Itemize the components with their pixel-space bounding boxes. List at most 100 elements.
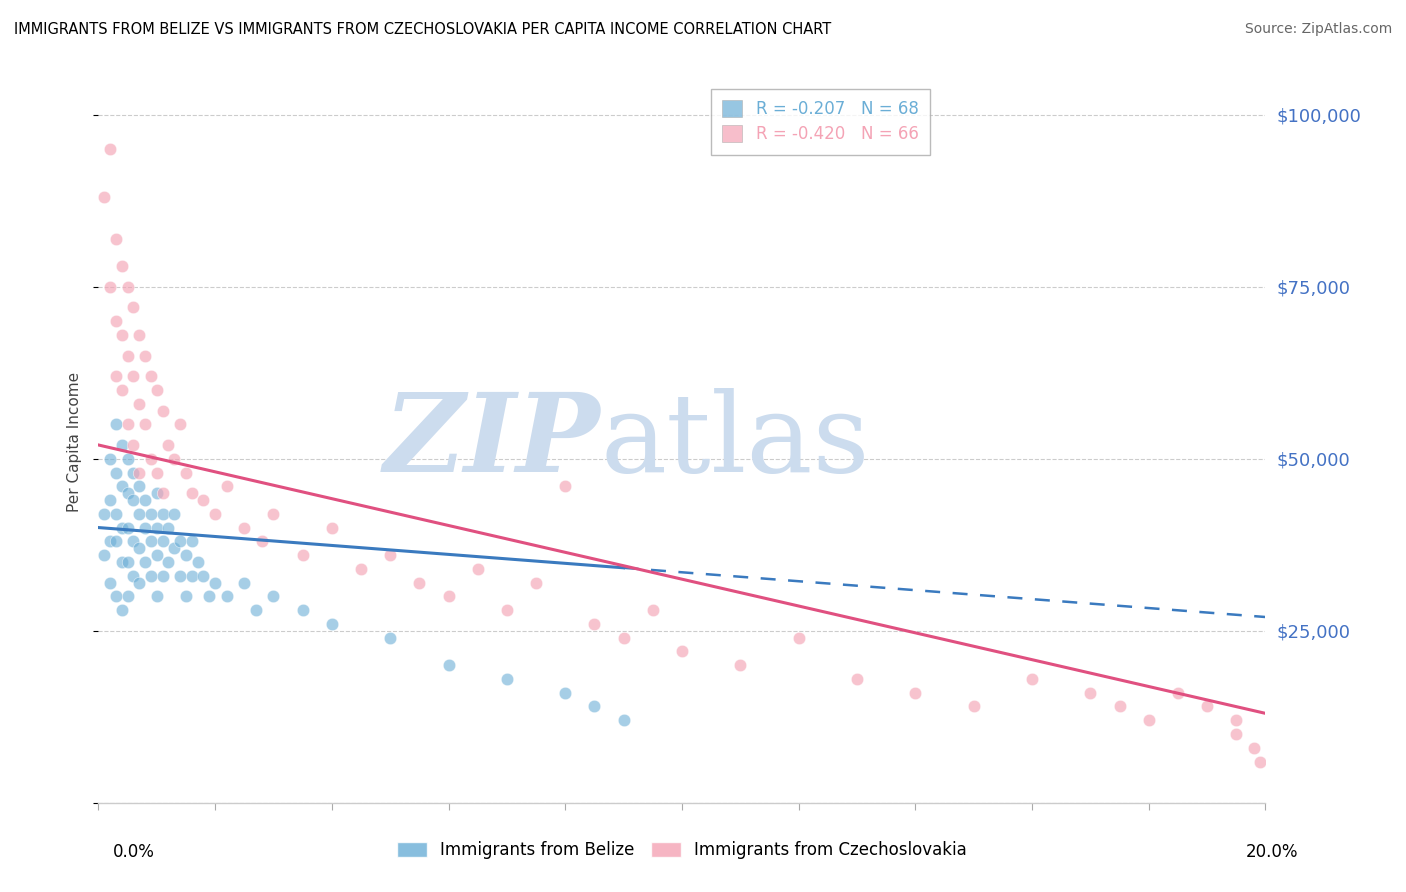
- Point: [117, 417, 139, 432]
- Point: [1243, 740, 1265, 755]
- Point: [117, 486, 139, 500]
- Point: [1137, 713, 1160, 727]
- Point: [139, 507, 162, 521]
- Point: [291, 548, 314, 562]
- Point: [111, 383, 134, 397]
- Point: [193, 568, 215, 582]
- Point: [380, 631, 402, 645]
- Text: 0.0%: 0.0%: [112, 843, 155, 861]
- Point: [204, 507, 226, 521]
- Point: [122, 534, 145, 549]
- Point: [496, 603, 519, 617]
- Point: [146, 548, 169, 562]
- Point: [146, 383, 169, 397]
- Point: [321, 616, 343, 631]
- Point: [846, 672, 869, 686]
- Point: [111, 555, 134, 569]
- Point: [169, 568, 191, 582]
- Point: [262, 590, 284, 604]
- Point: [111, 438, 134, 452]
- Text: ZIP: ZIP: [384, 388, 600, 495]
- Point: [104, 590, 127, 604]
- Point: [122, 568, 145, 582]
- Point: [163, 451, 186, 466]
- Point: [146, 486, 169, 500]
- Point: [104, 534, 127, 549]
- Point: [1225, 713, 1247, 727]
- Point: [962, 699, 984, 714]
- Point: [163, 541, 186, 556]
- Point: [98, 451, 121, 466]
- Point: [215, 479, 238, 493]
- Point: [554, 479, 576, 493]
- Point: [554, 686, 576, 700]
- Point: [128, 466, 150, 480]
- Point: [117, 590, 139, 604]
- Point: [163, 507, 186, 521]
- Point: [1167, 686, 1189, 700]
- Point: [128, 541, 150, 556]
- Point: [122, 369, 145, 384]
- Point: [93, 507, 115, 521]
- Point: [111, 327, 134, 342]
- Point: [139, 451, 162, 466]
- Point: [787, 631, 810, 645]
- Point: [198, 590, 221, 604]
- Point: [1249, 755, 1271, 769]
- Point: [671, 644, 693, 658]
- Point: [612, 713, 634, 727]
- Point: [98, 142, 121, 156]
- Text: 20.0%: 20.0%: [1246, 843, 1299, 861]
- Point: [111, 603, 134, 617]
- Point: [233, 575, 256, 590]
- Point: [139, 369, 162, 384]
- Point: [291, 603, 314, 617]
- Point: [612, 631, 634, 645]
- Y-axis label: Per Capita Income: Per Capita Income: [67, 371, 83, 512]
- Point: [98, 575, 121, 590]
- Text: Source: ZipAtlas.com: Source: ZipAtlas.com: [1244, 22, 1392, 37]
- Point: [250, 534, 273, 549]
- Point: [180, 486, 202, 500]
- Point: [122, 493, 145, 508]
- Point: [1080, 686, 1102, 700]
- Point: [152, 403, 174, 417]
- Point: [117, 349, 139, 363]
- Point: [111, 479, 134, 493]
- Point: [146, 590, 169, 604]
- Text: IMMIGRANTS FROM BELIZE VS IMMIGRANTS FROM CZECHOSLOVAKIA PER CAPITA INCOME CORRE: IMMIGRANTS FROM BELIZE VS IMMIGRANTS FRO…: [14, 22, 831, 37]
- Text: atlas: atlas: [600, 388, 870, 495]
- Point: [128, 507, 150, 521]
- Point: [98, 279, 121, 293]
- Point: [496, 672, 519, 686]
- Legend: R = -0.207   N = 68, R = -0.420   N = 66: R = -0.207 N = 68, R = -0.420 N = 66: [711, 88, 931, 155]
- Point: [215, 590, 238, 604]
- Point: [1225, 727, 1247, 741]
- Point: [408, 575, 430, 590]
- Point: [245, 603, 267, 617]
- Point: [139, 568, 162, 582]
- Point: [583, 616, 606, 631]
- Point: [122, 466, 145, 480]
- Point: [104, 231, 127, 245]
- Point: [583, 699, 606, 714]
- Point: [187, 555, 209, 569]
- Point: [139, 534, 162, 549]
- Point: [204, 575, 226, 590]
- Point: [104, 369, 127, 384]
- Point: [122, 438, 145, 452]
- Point: [93, 548, 115, 562]
- Point: [380, 548, 402, 562]
- Point: [904, 686, 927, 700]
- Point: [169, 417, 191, 432]
- Point: [174, 590, 197, 604]
- Point: [128, 397, 150, 411]
- Point: [180, 534, 202, 549]
- Point: [180, 568, 202, 582]
- Point: [157, 438, 180, 452]
- Point: [169, 534, 191, 549]
- Point: [157, 555, 180, 569]
- Point: [641, 603, 664, 617]
- Point: [111, 520, 134, 534]
- Point: [117, 555, 139, 569]
